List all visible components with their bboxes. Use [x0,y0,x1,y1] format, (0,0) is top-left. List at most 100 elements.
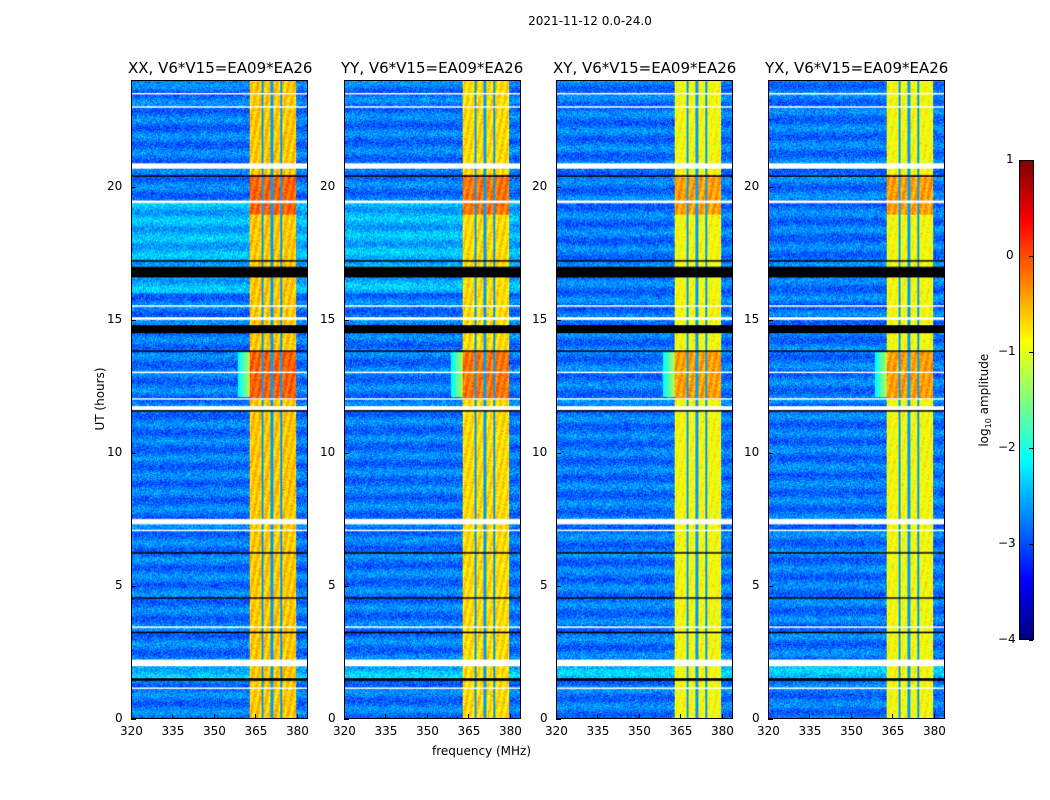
x-tick-label: 350 [839,724,863,738]
heatmap-panel [556,80,733,719]
x-tick-mark [213,714,215,719]
x-tick-label: 350 [627,724,651,738]
x-tick-mark [468,714,470,719]
x-tick-mark [721,714,723,719]
y-tick-label: 5 [115,577,123,592]
x-tick-label: 365 [457,724,481,738]
colorbar-tick-mark [1029,160,1033,161]
x-tick-label: 365 [669,724,693,738]
y-tick-mark [768,585,773,587]
y-tick-label: 15 [532,311,548,326]
heatmap-panel [131,80,308,719]
x-tick-label: 335 [586,724,610,738]
heatmap-panel [768,80,945,719]
y-tick-mark [556,186,561,188]
y-tick-label: 0 [540,711,548,725]
y-tick-label: 0 [115,711,123,725]
y-tick-label: 20 [320,178,336,193]
y-tick-mark [768,452,773,454]
panel-title: XY, V6*V15=EA09*EA26 [553,59,737,77]
x-tick-label: 380 [285,724,309,738]
y-tick-label: 5 [540,577,548,592]
x-axis-label: frequency (MHz) [432,744,532,758]
y-tick-mark [768,186,773,188]
x-tick-label: 365 [881,724,905,738]
y-tick-mark [768,319,773,321]
y-tick-mark [556,585,561,587]
y-tick-label: 5 [328,577,336,592]
x-tick-label: 365 [244,724,268,738]
x-tick-label: 380 [922,724,946,738]
colorbar-tick-mark [1029,256,1033,257]
y-tick-label: 15 [744,311,760,326]
y-tick-mark [131,719,136,720]
colorbar-tick-mark [1029,352,1033,353]
y-tick-mark [556,319,561,321]
y-tick-label: 10 [744,444,760,459]
x-tick-mark [131,714,132,719]
x-tick-mark [255,714,257,719]
colorbar-tick-label: −1 [998,344,1016,358]
x-tick-label: 320 [757,724,780,738]
y-tick-label: 10 [532,444,548,459]
x-tick-label: 380 [498,724,522,738]
heatmap-image [557,81,732,718]
y-tick-label: 10 [107,444,123,459]
y-tick-mark [556,452,561,454]
heatmap-image [345,81,520,718]
y-tick-label: 15 [320,311,336,326]
colorbar [1019,160,1034,640]
x-tick-mark [892,714,894,719]
colorbar-tick-label: 1 [1006,152,1014,166]
y-tick-mark [556,719,561,720]
x-tick-mark [172,714,174,719]
y-tick-label: 0 [752,711,760,725]
heatmap-image [769,81,944,718]
colorbar-tick-label: −3 [998,536,1016,550]
x-tick-label: 335 [161,724,185,738]
x-tick-mark [385,714,387,719]
x-tick-mark [556,714,557,719]
x-tick-label: 350 [415,724,439,738]
y-tick-mark [344,319,349,321]
x-tick-mark [638,714,640,719]
x-tick-mark [768,714,769,719]
x-tick-mark [850,714,852,719]
y-tick-mark [131,585,136,587]
colorbar-tick-label: −2 [998,440,1016,454]
x-tick-label: 335 [374,724,398,738]
y-tick-mark [344,585,349,587]
x-tick-mark [344,714,345,719]
colorbar-tick-mark [1029,640,1033,641]
y-tick-label: 5 [752,577,760,592]
heatmap-image [132,81,307,718]
y-tick-label: 15 [107,311,123,326]
x-tick-mark [509,714,511,719]
colorbar-label: log10 amplitude [976,353,994,447]
x-tick-label: 320 [333,724,356,738]
y-tick-mark [344,186,349,188]
x-tick-mark [597,714,599,719]
colorbar-tick-mark [1029,544,1033,545]
panel-title: YY, V6*V15=EA09*EA26 [341,59,524,77]
x-tick-label: 335 [798,724,822,738]
y-tick-label: 20 [744,178,760,193]
y-tick-label: 0 [328,711,336,725]
x-tick-mark [296,714,298,719]
heatmap-panel [344,80,521,719]
y-tick-mark [131,186,136,188]
y-tick-mark [344,452,349,454]
x-tick-label: 350 [202,724,226,738]
y-tick-mark [768,719,773,720]
x-tick-mark [680,714,682,719]
y-tick-mark [131,319,136,321]
y-tick-label: 10 [320,444,336,459]
panel-title: XX, V6*V15=EA09*EA26 [128,59,313,77]
panel-title: YX, V6*V15=EA09*EA26 [765,59,949,77]
x-tick-mark [933,714,935,719]
y-tick-mark [131,452,136,454]
x-tick-mark [426,714,428,719]
x-tick-label: 320 [120,724,143,738]
colorbar-tick-label: 0 [1006,248,1014,262]
